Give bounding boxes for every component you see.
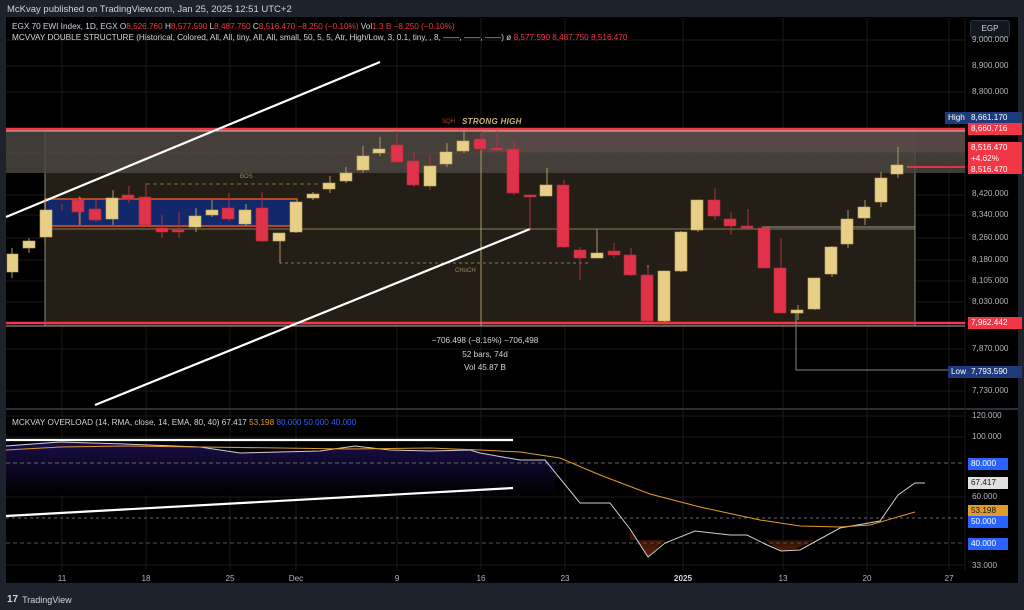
osc-tag-40: 40.000 [968,538,1008,550]
close-value: 8,516.470 [258,22,296,31]
indicator-value-1: 8,577.590 [513,33,551,42]
oscillator-value-ema: 53.198 [249,418,275,427]
osc-tag-80: 80.000 [968,458,1008,470]
symbol-legend[interactable]: EGX 70 EWI Index, 1D, EGX O8,526.760 H8,… [12,22,455,31]
oscillator-level-80: 80.000 [276,418,302,427]
trendline-lower[interactable] [94,227,531,407]
osc-trendline-lower[interactable] [5,486,514,518]
open-value: 8,526.760 [126,22,163,31]
osc-tag-rsi: 67.417 [968,477,1008,489]
time-tick: 13 [778,574,788,583]
measure-bars: 52 bars, 74d [462,350,508,359]
close-label: C [252,22,259,31]
time-tick: Dec [288,574,304,583]
resistance-tag: 8,660.716 [968,123,1022,135]
time-tick: 16 [476,574,486,583]
low-tag-label: Low [948,366,970,378]
support-tag: 7,962.442 [968,317,1022,329]
price-tick: 8,900.000 [972,61,1009,70]
indicator-value-2: 8,487.750 [552,33,589,42]
last-price-2: 8,516.470 [971,165,1008,174]
price-tick: 9,000.000 [972,35,1009,44]
trendline-upper[interactable] [5,60,381,219]
osc-tick: 100.000 [972,432,1002,441]
time-tick: 9 [394,574,400,583]
low-tag-value: 7,793.590 [968,366,1022,378]
published-info: McKvay published on TradingView.com, Jan… [7,4,292,15]
osc-tag-ema: 53.198 [968,505,1008,517]
last-price-tag: 8,516.470 +4.62% 8,516.470 [968,142,1022,174]
high-tag-label: High [945,112,968,124]
change-value: −8.250 (−0.10%) [297,22,359,31]
measure-volume: Vol 45.87 B [464,363,506,372]
choch-label: CHoCH [455,268,476,274]
indicator-name: MCVVAY DOUBLE STRUCTURE (Historical, Col… [12,33,504,42]
low-value: 8,487.750 [214,22,251,31]
time-tick: 18 [141,574,151,583]
price-tick: 8,105.000 [972,276,1009,285]
low-label: L [209,22,215,31]
tradingview-logo-icon[interactable]: 17 [7,594,19,605]
measure-change: −706.498 (−8.16%) −706,498 [431,336,539,345]
sqh-label: SQH [442,119,456,125]
price-tick: 8,180.000 [972,255,1009,264]
symbol-name: EGX 70 EWI Index, 1D, EGX [12,22,118,31]
vol-change: −8.250 (−0.10%) [393,22,455,31]
footer: 17 TradingView [7,594,72,605]
time-tick: 11 [57,574,67,583]
time-tick: 23 [560,574,570,583]
price-tick: 8,340.000 [972,210,1009,219]
candlesticks [6,131,965,322]
currency-button[interactable]: EGP [970,20,1010,38]
strong-high-label: STRONG HIGH [462,117,522,126]
bos-label: BOS [240,174,253,180]
price-tick: 7,730.000 [972,386,1009,395]
indicator-value-3: 8,516.470 [591,33,628,42]
osc-tick: 60.000 [972,492,998,501]
oscillator-name: MCKVAY OVERLOAD (14, RMA, close, 14, EMA… [12,418,220,427]
oscillator-value-rsi: 67.417 [221,418,247,427]
time-tick: 2025 [673,574,693,583]
open-label: O [119,22,127,31]
high-label: H [164,22,171,31]
high-value: 8,577.590 [170,22,208,31]
vol-value: 1.3 B [372,22,392,31]
oscillator-pane [5,438,965,558]
last-price: 8,516.470 [971,143,1008,152]
publish-bar: McKvay published on TradingView.com, Jan… [0,0,1024,17]
time-tick: 20 [862,574,872,583]
price-tick: 8,420.000 [972,189,1009,198]
price-tick: 7,870.000 [972,344,1009,353]
indicator-symbol: ø [506,33,512,42]
oscillator-level-40: 40.000 [331,418,357,427]
high-tag-value: 8,661.170 [968,112,1022,124]
price-tick: 8,800.000 [972,87,1009,96]
last-price-pct: +4.62% [971,154,999,163]
time-tick: 27 [944,574,954,583]
time-tick: 25 [225,574,235,583]
osc-tag-50: 50.000 [968,516,1008,528]
brand-name[interactable]: TradingView [22,594,72,605]
indicator-legend-overload[interactable]: MCKVAY OVERLOAD (14, RMA, close, 14, EMA… [12,418,356,427]
oscillator-level-50: 50.000 [303,418,329,427]
osc-tick: 33.000 [972,561,998,570]
price-tick: 8,030.000 [972,297,1009,306]
price-tick: 8,260.000 [972,233,1009,242]
order-block [44,198,298,227]
osc-tick: 120.000 [972,411,1002,420]
vol-label: Vol [360,22,373,31]
indicator-legend-structure[interactable]: MCVVAY DOUBLE STRUCTURE (Historical, Col… [12,33,627,42]
